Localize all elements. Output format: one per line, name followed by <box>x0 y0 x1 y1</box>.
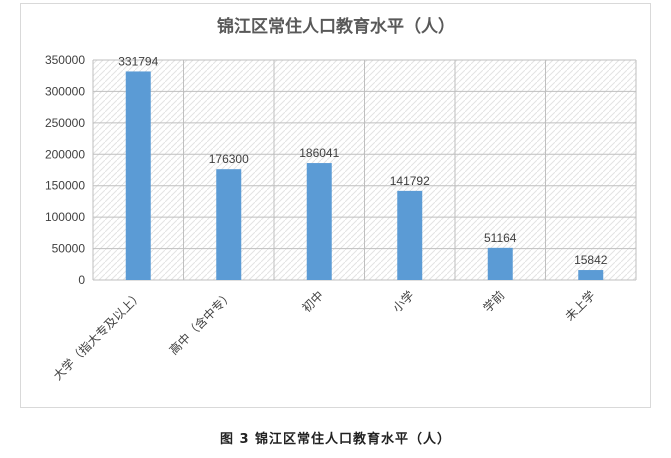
category-label: 未上学 <box>562 288 598 324</box>
figure-caption: 图 3 锦江区常住人口教育水平（人） <box>219 432 452 447</box>
bar-data-label: 141792 <box>390 174 430 188</box>
bar <box>397 190 423 280</box>
bar <box>125 71 151 280</box>
bar <box>306 163 332 280</box>
category-label: 学前 <box>480 288 508 316</box>
bar-data-label: 186041 <box>299 146 339 160</box>
y-tick-label: 150000 <box>45 179 85 193</box>
y-tick-label: 350000 <box>45 53 85 67</box>
category-label: 初中 <box>299 288 327 316</box>
y-tick-label: 0 <box>78 273 85 287</box>
category-label: 高中（含中专） <box>166 288 236 358</box>
y-tick-label: 50000 <box>52 242 86 256</box>
grid-lines <box>92 59 637 281</box>
category-labels: 大学（指大专及以上） 高中（含中专） 初中 小学 学前 未上学 <box>50 288 598 383</box>
y-tick-label: 100000 <box>45 210 85 224</box>
category-label: 小学 <box>389 288 417 316</box>
bars <box>125 71 604 280</box>
chart-title: 锦江区常住人口教育水平（人） <box>217 16 455 37</box>
y-axis-tick-labels: 0 50000 100000 150000 200000 250000 300000 3500… <box>45 53 85 287</box>
y-tick-label: 250000 <box>45 116 85 130</box>
bar <box>487 247 513 280</box>
category-label: 大学（指大专及以上） <box>50 288 145 383</box>
bar-data-label: 15842 <box>574 253 608 267</box>
y-tick-label: 300000 <box>45 84 85 98</box>
chart-frame: 锦江区常住人口教育水平（人） 0 50000 100000 150000 200000 2… <box>20 3 651 408</box>
bar-data-label: 176300 <box>209 152 249 166</box>
data-labels: 331794 176300 186041 141792 51164 15842 <box>118 54 608 267</box>
bar <box>578 270 604 280</box>
chart-svg: 锦江区常住人口教育水平（人） 0 50000 100000 150000 200000 2… <box>45 16 637 383</box>
bar <box>216 169 242 280</box>
y-tick-label: 200000 <box>45 147 85 161</box>
bar-data-label: 51164 <box>484 231 517 245</box>
bar-data-label: 331794 <box>118 54 158 68</box>
